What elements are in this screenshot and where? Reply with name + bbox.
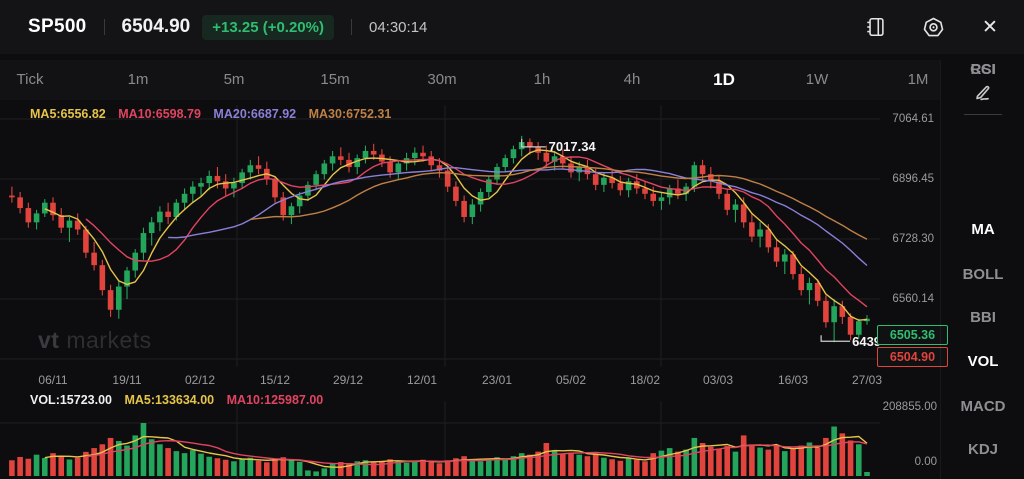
vol-ma10-value: MA10:125987.00 xyxy=(226,393,324,407)
price-tick: 6560.14 xyxy=(892,293,934,305)
indicator-rsi[interactable]: RSI xyxy=(970,61,996,78)
tab-1d[interactable]: 1D xyxy=(713,70,735,89)
ma20-value: MA20:6687.92 xyxy=(213,107,297,121)
indicator-sidebar: MA BOLL BBI VOL MACD KDJ RSI CCI xyxy=(940,60,1024,479)
date-axis: 06/11 19/11 02/12 15/12 29/12 12/01 23/0… xyxy=(0,368,883,392)
volume-pane: VOL:15723.00 MA5:133634.00 MA10:125987.0… xyxy=(0,393,1024,479)
indicator-bbi[interactable]: BBI xyxy=(970,309,996,326)
volume-max-tick: 208855.00 xyxy=(882,401,937,413)
high-annotation: 7017.34 xyxy=(549,139,597,154)
tab-5m[interactable]: 5m xyxy=(223,71,245,88)
indicator-ma[interactable]: MA xyxy=(971,221,995,238)
indicator-vol[interactable]: VOL xyxy=(967,353,999,370)
ask-price-label: 6505.36 xyxy=(877,325,948,345)
close-icon[interactable]: ✕ xyxy=(982,16,998,38)
tab-1m[interactable]: 1m xyxy=(127,71,149,88)
settings-gear-icon[interactable] xyxy=(921,15,945,39)
ma10-value: MA10:6598.79 xyxy=(118,107,201,121)
indicator-boll[interactable]: BOLL xyxy=(962,266,1004,283)
indicator-cci[interactable]: CCI xyxy=(970,61,996,78)
price-tick: 6728.30 xyxy=(892,233,934,245)
tab-tick[interactable]: Tick xyxy=(16,71,44,88)
vol-ma5-value: MA5:133634.00 xyxy=(124,393,215,407)
price-tick: 6896.45 xyxy=(892,173,934,185)
timeframe-tabs: Tick 1m 5m 15m 30m 1h 4h 1D 1W 1M xyxy=(0,60,940,100)
volume-legend: VOL:15723.00 MA5:133634.00 MA10:125987.0… xyxy=(30,393,332,407)
vol-value: VOL:15723.00 xyxy=(30,393,112,407)
session-time: 04:30:14 xyxy=(368,18,428,36)
date-tick: 03/03 xyxy=(702,373,734,387)
tab-1w[interactable]: 1W xyxy=(805,71,829,88)
ma-legend: MA5:6556.82 MA10:6598.79 MA20:6687.92 MA… xyxy=(30,107,400,121)
header-icons: ✕ xyxy=(864,15,1024,39)
date-tick: 06/11 xyxy=(38,373,68,387)
journal-icon[interactable] xyxy=(864,15,888,39)
sidebar-divider xyxy=(964,114,1002,115)
tab-1h[interactable]: 1h xyxy=(533,71,551,88)
header-divider xyxy=(103,19,105,35)
date-tick: 02/12 xyxy=(184,373,216,387)
symbol-name: SP500 xyxy=(28,16,87,37)
indicator-macd[interactable]: MACD xyxy=(960,398,1006,415)
date-tick: 05/02 xyxy=(555,373,587,387)
price-pane: 7017.34 6439 MA5:6556.82 MA10:6598.79 MA2… xyxy=(0,105,1024,367)
watermark-light: markets xyxy=(59,327,152,353)
tab-30m[interactable]: 30m xyxy=(427,71,457,88)
date-tick: 29/12 xyxy=(332,373,364,387)
tab-4h[interactable]: 4h xyxy=(623,71,641,88)
volume-min-tick: 0.00 xyxy=(914,456,937,468)
date-tick: 16/03 xyxy=(777,373,809,387)
last-price-label: 6504.90 xyxy=(877,347,948,367)
date-tick: 19/11 xyxy=(112,373,142,387)
price-tick: 7064.61 xyxy=(892,113,934,125)
tab-1m-month[interactable]: 1M xyxy=(907,71,929,88)
last-price: 6504.90 xyxy=(121,16,191,37)
date-tick: 15/12 xyxy=(259,373,291,387)
date-tick: 18/02 xyxy=(629,373,661,387)
tab-15m[interactable]: 15m xyxy=(320,71,350,88)
date-tick: 27/03 xyxy=(851,373,883,387)
low-annotation: 6439 xyxy=(852,334,880,349)
vt-markets-watermark: vt markets xyxy=(38,327,152,354)
draw-pencil-icon[interactable] xyxy=(941,82,1024,108)
watermark-bold: vt xyxy=(38,327,60,353)
change-badge: +13.25 (+0.20%) xyxy=(202,14,334,40)
ma30-value: MA30:6752.31 xyxy=(308,107,392,121)
date-tick: 12/01 xyxy=(406,373,438,387)
header-divider xyxy=(350,19,352,35)
volume-chart-canvas[interactable] xyxy=(0,401,880,479)
candlestick-chart-canvas[interactable]: 7017.34 6439 xyxy=(0,105,880,367)
date-tick: 23/01 xyxy=(481,373,513,387)
ma5-value: MA5:6556.82 xyxy=(30,107,106,121)
header-bar: SP500 6504.90 +13.25 (+0.20%) 04:30:14 xyxy=(0,0,1024,54)
indicator-kdj[interactable]: KDJ xyxy=(967,441,998,458)
